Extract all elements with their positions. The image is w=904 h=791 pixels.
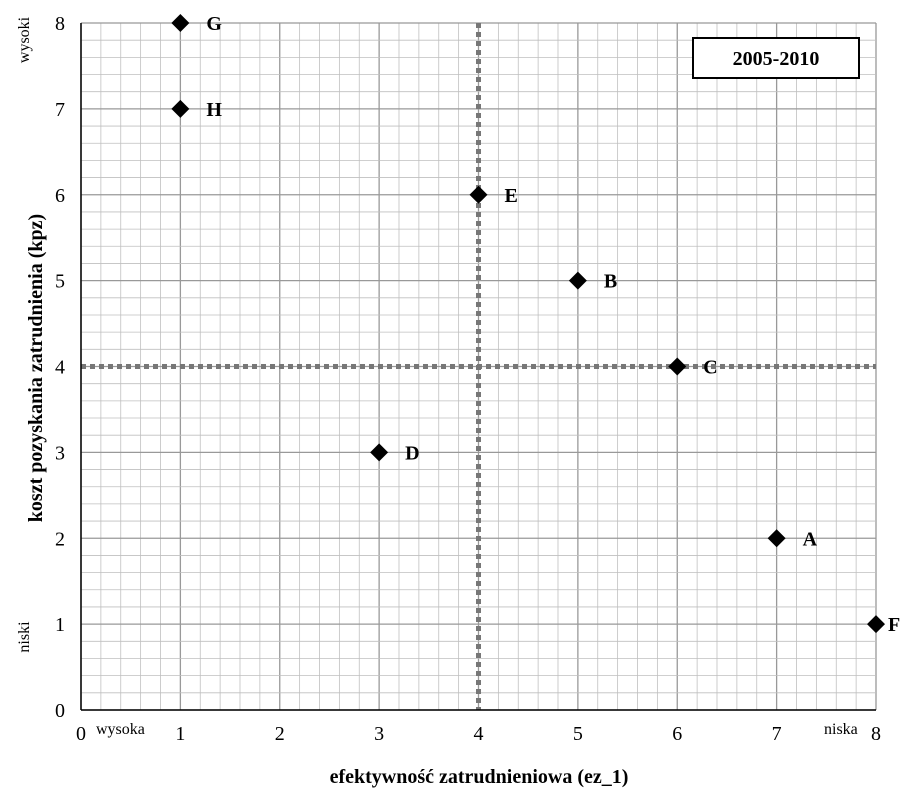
x-high-label: niska [824,721,858,738]
point-label-b: B [604,271,617,293]
x-tick-label: 5 [573,723,583,745]
data-points: A B C D E F G H [171,13,900,636]
point-marker-b [568,271,587,290]
point-marker-h [171,99,190,118]
reference-lines [81,23,876,710]
x-axis-title: efektywność zatrudnieniowa (ez_1) [330,766,629,788]
point-label-g: G [206,13,222,35]
point-label-h: H [206,99,222,121]
period-box: 2005-2010 [692,37,860,79]
point-marker-g [171,14,190,32]
y-tick-label: 6 [55,185,65,207]
x-tick-label: 1 [175,723,185,745]
point-label-f: F [888,614,900,636]
y-high-label: wysoki [16,16,33,63]
x-tick-label: 0 [76,723,86,745]
y-tick-label: 8 [55,13,65,35]
x-tick-label: 8 [871,723,881,745]
x-low-label: wysoka [96,721,145,738]
y-axis-title: koszt pozyskania zatrudnienia (kpz) [25,214,47,522]
tick-labels: 0 1 2 3 4 5 6 7 8 0 1 2 3 4 5 6 7 8 [55,13,881,745]
x-tick-label: 4 [474,723,484,745]
y-tick-label: 4 [55,357,65,379]
point-label-a: A [803,528,818,550]
point-label-d: D [405,442,419,464]
y-tick-label: 1 [55,614,65,636]
point-marker-e [469,185,488,204]
y-tick-label: 3 [55,442,65,464]
x-tick-label: 6 [672,723,682,745]
axes [80,23,876,711]
point-marker-f [867,615,885,634]
x-tick-label: 3 [374,723,384,745]
point-label-c: C [703,357,717,379]
y-tick-label: 0 [55,700,65,722]
y-tick-label: 2 [55,528,65,550]
point-marker-a [767,529,786,548]
x-tick-label: 2 [275,723,285,745]
point-label-e: E [505,185,518,207]
point-marker-d [370,443,389,462]
y-tick-label: 7 [55,99,65,121]
x-tick-label: 7 [772,723,782,745]
y-low-label: niski [16,621,33,653]
period-label: 2005-2010 [733,48,820,70]
y-tick-label: 5 [55,271,65,293]
point-marker-c [668,357,687,376]
